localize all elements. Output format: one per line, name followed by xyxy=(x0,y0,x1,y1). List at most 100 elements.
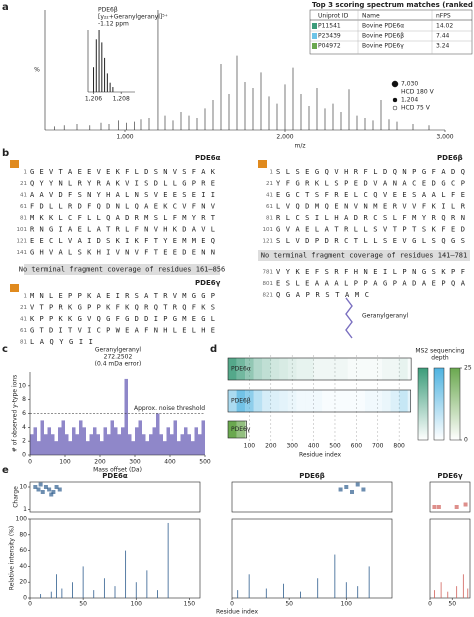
intensity-frame xyxy=(429,518,471,599)
heat-cell xyxy=(236,421,246,438)
heat-cell xyxy=(262,358,271,380)
residue-number: 61 xyxy=(20,328,27,334)
charge-frame xyxy=(429,481,471,513)
colorbar-title: MS2 sequencing xyxy=(415,348,464,355)
x-tick-label: 400 xyxy=(308,443,320,450)
x-tick-label: 0 xyxy=(28,459,32,466)
bar xyxy=(170,434,174,455)
heat-cell xyxy=(270,390,280,412)
protein-title: PDE6α xyxy=(195,154,221,162)
x-axis-label: Residue index xyxy=(216,609,258,616)
colorbar xyxy=(449,367,461,441)
table-header: Name xyxy=(362,13,380,20)
heat-cell xyxy=(253,358,263,380)
bar xyxy=(121,427,125,455)
bar xyxy=(131,441,135,455)
x-tick-label: 1,000 xyxy=(116,134,133,141)
y-tick-label: 100 xyxy=(16,516,28,523)
table-cell: 7.44 xyxy=(436,33,450,40)
x-tick-label: 50 xyxy=(448,601,456,608)
y-axis-label: Charge xyxy=(13,486,20,508)
sequence-row: FDLLRDFQDNLQAEKCVFNV xyxy=(30,203,216,211)
annotation: 272.2502 xyxy=(104,354,133,361)
bar xyxy=(33,427,37,455)
bar xyxy=(47,427,51,455)
x-axis-label: m/z xyxy=(294,143,305,150)
x-tick-label: 300 xyxy=(286,443,298,450)
residue-number: 41 xyxy=(20,193,27,199)
heat-cell xyxy=(399,358,408,380)
y-tick-label: 1 xyxy=(23,506,27,513)
heat-cell xyxy=(322,358,331,380)
heat-cell xyxy=(322,390,331,412)
bar xyxy=(173,420,177,455)
heat-cell xyxy=(296,358,306,380)
charge-point xyxy=(454,505,459,509)
heat-cell xyxy=(270,358,280,380)
table-cell: Bovine PDE6β xyxy=(362,33,404,40)
legend-marker xyxy=(391,80,399,88)
swatch xyxy=(312,23,317,29)
y-tick-label: 10 xyxy=(18,382,26,389)
swatch xyxy=(312,33,317,39)
heat-cell xyxy=(347,390,357,412)
bar xyxy=(72,427,76,455)
bar xyxy=(82,427,86,455)
row-label: PDE6γ xyxy=(231,426,251,433)
charge-point xyxy=(361,487,366,492)
residue-number: 101 xyxy=(17,227,28,233)
bar xyxy=(201,420,205,455)
heat-cell xyxy=(356,390,365,412)
heat-cell xyxy=(262,390,271,412)
panel-label: e xyxy=(2,465,9,476)
heat-cell xyxy=(245,390,254,412)
bar xyxy=(96,434,100,455)
bar xyxy=(135,427,139,455)
residue-number: 821 xyxy=(263,293,274,299)
bar xyxy=(30,434,34,455)
legend-marker xyxy=(392,97,398,103)
subplot-title: PDE6α xyxy=(102,472,128,480)
table-title: Top 3 scoring spectrum matches (ranked b… xyxy=(312,1,474,9)
charge-point xyxy=(432,505,437,509)
heat-cell xyxy=(313,358,323,380)
bar xyxy=(191,441,195,455)
x-tick-label: 100 xyxy=(59,459,71,466)
n-term-icon xyxy=(258,160,267,168)
x-tick-label: 0 xyxy=(230,601,234,608)
charge-point xyxy=(33,485,38,489)
heat-cell xyxy=(382,390,391,412)
bar xyxy=(117,434,121,455)
protein-title: PDE6γ xyxy=(195,279,221,287)
bar xyxy=(86,441,90,455)
residue-number: 801 xyxy=(263,281,274,287)
bar xyxy=(40,420,44,455)
annotation: [y₂₂+Geranylgeranyl]⁵⁺ xyxy=(98,14,168,21)
bar xyxy=(65,434,69,455)
y-tick-label: 0 xyxy=(23,595,27,602)
protein-title: PDE6β xyxy=(437,154,463,162)
sequence-row: QGAPRSTAMC xyxy=(276,291,369,299)
bar xyxy=(187,434,191,455)
charge-point xyxy=(47,487,52,492)
table-cell: P23439 xyxy=(318,33,341,40)
charge-point xyxy=(344,485,349,489)
x-tick-label: 150 xyxy=(184,601,196,608)
residue-number: 21 xyxy=(20,305,27,311)
x-tick-label: 800 xyxy=(393,443,405,450)
y-tick-label: 40 xyxy=(19,563,27,570)
residue-number: 121 xyxy=(17,239,28,245)
bar xyxy=(114,427,118,455)
x-tick-label: 600 xyxy=(351,443,363,450)
table-cell: 14.02 xyxy=(436,23,453,30)
panel-label: c xyxy=(2,344,8,355)
sequence-row: SLVDPDRCTLLSEVGLSQGS xyxy=(276,237,465,245)
heat-cell xyxy=(228,390,237,412)
n-term-icon xyxy=(10,284,19,292)
intensity-frame xyxy=(231,518,393,599)
x-tick-label: 100 xyxy=(244,443,256,450)
heat-cell xyxy=(305,358,314,380)
legend-marker xyxy=(392,105,398,111)
charge-point xyxy=(355,482,360,487)
